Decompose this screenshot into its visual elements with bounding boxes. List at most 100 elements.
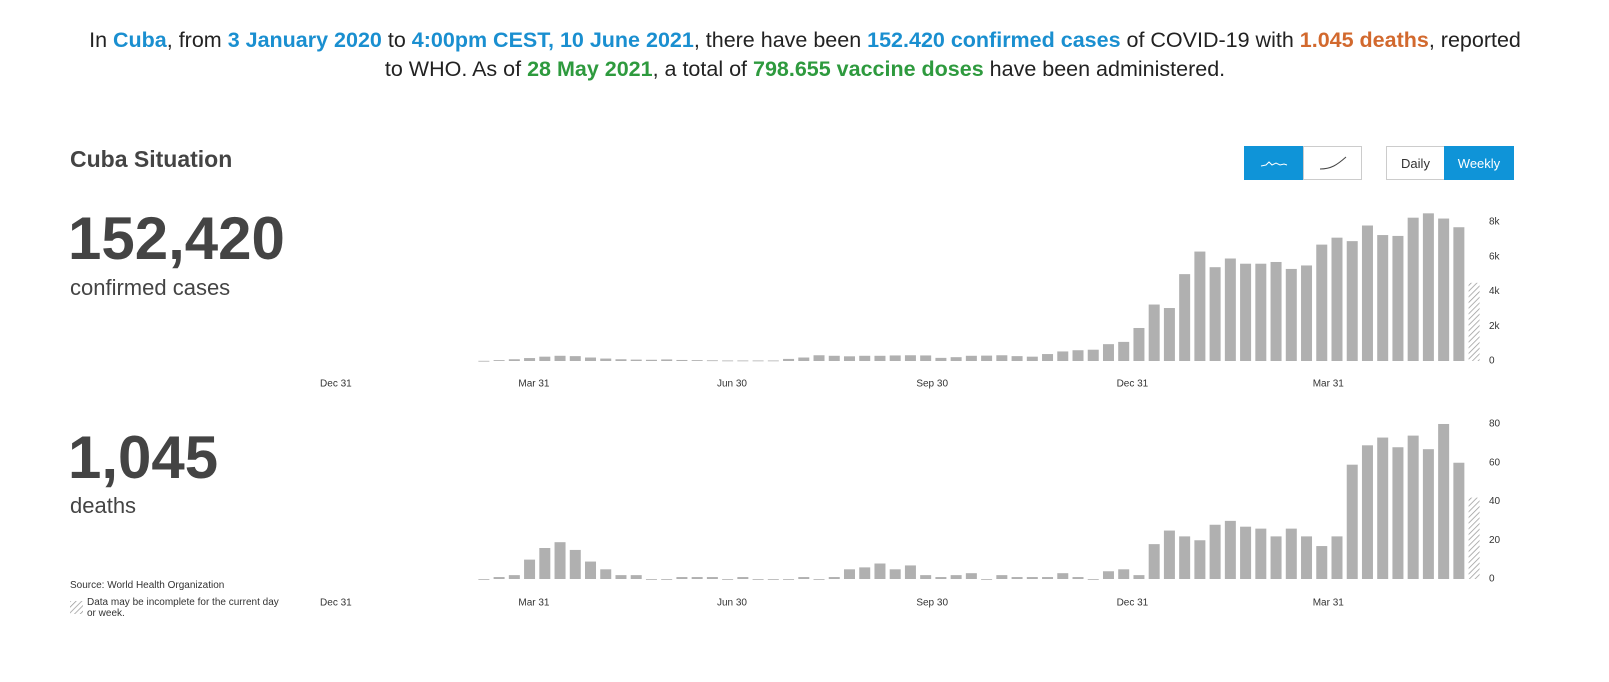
bar xyxy=(493,360,505,361)
bar xyxy=(828,577,840,579)
bar xyxy=(783,358,795,361)
bar xyxy=(1285,528,1297,579)
bar xyxy=(843,569,855,579)
stat-label: deaths xyxy=(70,493,137,518)
bar xyxy=(1194,251,1206,361)
bar xyxy=(1148,544,1160,579)
bar xyxy=(1361,445,1373,579)
bar xyxy=(1270,261,1282,361)
bar xyxy=(935,577,947,579)
summary-highlight: Cuba xyxy=(113,28,167,52)
bar xyxy=(1240,526,1252,579)
bar xyxy=(1453,227,1465,361)
bar xyxy=(1377,235,1389,361)
bar xyxy=(661,579,673,580)
bar xyxy=(493,577,505,579)
bar xyxy=(783,579,795,580)
y-tick-label: 60 xyxy=(1489,457,1501,468)
bar xyxy=(1118,569,1130,579)
summary-highlight: 1.045 deaths xyxy=(1299,28,1429,52)
bar xyxy=(1042,354,1054,361)
bar xyxy=(1026,356,1038,361)
bar xyxy=(1163,530,1175,579)
bar xyxy=(691,360,703,361)
bar xyxy=(630,575,642,579)
bar xyxy=(1224,520,1236,579)
bar xyxy=(585,561,597,579)
bar xyxy=(1361,225,1373,361)
bar xyxy=(722,360,734,362)
bar xyxy=(508,359,520,361)
bar xyxy=(615,359,627,361)
bar xyxy=(737,577,749,579)
bar xyxy=(996,355,1008,361)
bar xyxy=(1453,462,1465,579)
y-tick-label: 4k xyxy=(1489,286,1501,297)
bar xyxy=(874,563,886,579)
bar xyxy=(737,360,749,362)
bar xyxy=(1163,308,1175,361)
bar xyxy=(524,559,536,579)
bar xyxy=(904,355,916,361)
bar xyxy=(920,575,932,579)
summary-highlight: 798.655 vaccine doses xyxy=(752,57,984,81)
bar xyxy=(965,355,977,361)
bar-view-button[interactable] xyxy=(1244,146,1304,180)
bar xyxy=(1118,341,1130,361)
bar xyxy=(539,547,551,579)
bar xyxy=(843,356,855,361)
bar xyxy=(1087,579,1099,580)
bar xyxy=(1331,536,1343,579)
y-tick-label: 6k xyxy=(1489,251,1501,262)
bar xyxy=(676,359,688,361)
summary: In Cuba, from 3 January 2020 to 4:00pm C… xyxy=(80,26,1530,84)
bar xyxy=(645,359,657,361)
summary-highlight: 4:00pm CEST, 10 June 2021 xyxy=(411,28,694,52)
bar xyxy=(981,579,993,580)
bar xyxy=(615,575,627,579)
summary-text: have been administered. xyxy=(983,57,1226,81)
bar xyxy=(767,360,779,362)
x-tick-label: Jun 30 xyxy=(717,598,747,609)
period-button[interactable]: Weekly xyxy=(1444,146,1514,180)
bar xyxy=(554,542,566,579)
bar xyxy=(996,575,1008,579)
bar xyxy=(1179,536,1191,579)
bar xyxy=(554,355,566,361)
y-tick-label: 40 xyxy=(1489,496,1501,507)
bar xyxy=(585,357,597,361)
x-tick-label: Mar 31 xyxy=(1313,598,1345,609)
bar xyxy=(1042,577,1054,579)
bar xyxy=(889,569,901,579)
bar xyxy=(950,357,962,361)
bar xyxy=(1422,213,1434,361)
cumulative-view-button[interactable] xyxy=(1303,146,1362,180)
bar xyxy=(1026,577,1038,579)
x-tick-label: Mar 31 xyxy=(518,598,550,609)
bar xyxy=(904,565,916,579)
bar xyxy=(1102,571,1114,579)
bar xyxy=(676,577,688,579)
bar xyxy=(1407,435,1419,579)
summary-text: In xyxy=(89,28,114,52)
summary-text: of COVID-19 with xyxy=(1120,28,1300,52)
x-tick-label: Dec 31 xyxy=(1117,598,1149,609)
bar xyxy=(1392,447,1404,579)
summary-text: to xyxy=(381,28,412,52)
summary-text: , there have been xyxy=(693,28,868,52)
bar xyxy=(981,355,993,361)
bar xyxy=(722,579,734,580)
bar xyxy=(1011,356,1023,361)
x-tick-label: Mar 31 xyxy=(1313,379,1345,390)
bar xyxy=(859,355,871,361)
curve-icon xyxy=(1319,156,1346,170)
bar xyxy=(1468,282,1480,361)
bar xyxy=(1209,267,1221,361)
bar xyxy=(1087,349,1099,361)
stat-value: 152,420 xyxy=(68,205,285,272)
bar xyxy=(1285,268,1297,361)
bar xyxy=(1057,351,1069,361)
y-tick-label: 0 xyxy=(1489,574,1495,585)
summary-text: , from xyxy=(166,28,228,52)
bar xyxy=(1270,536,1282,579)
